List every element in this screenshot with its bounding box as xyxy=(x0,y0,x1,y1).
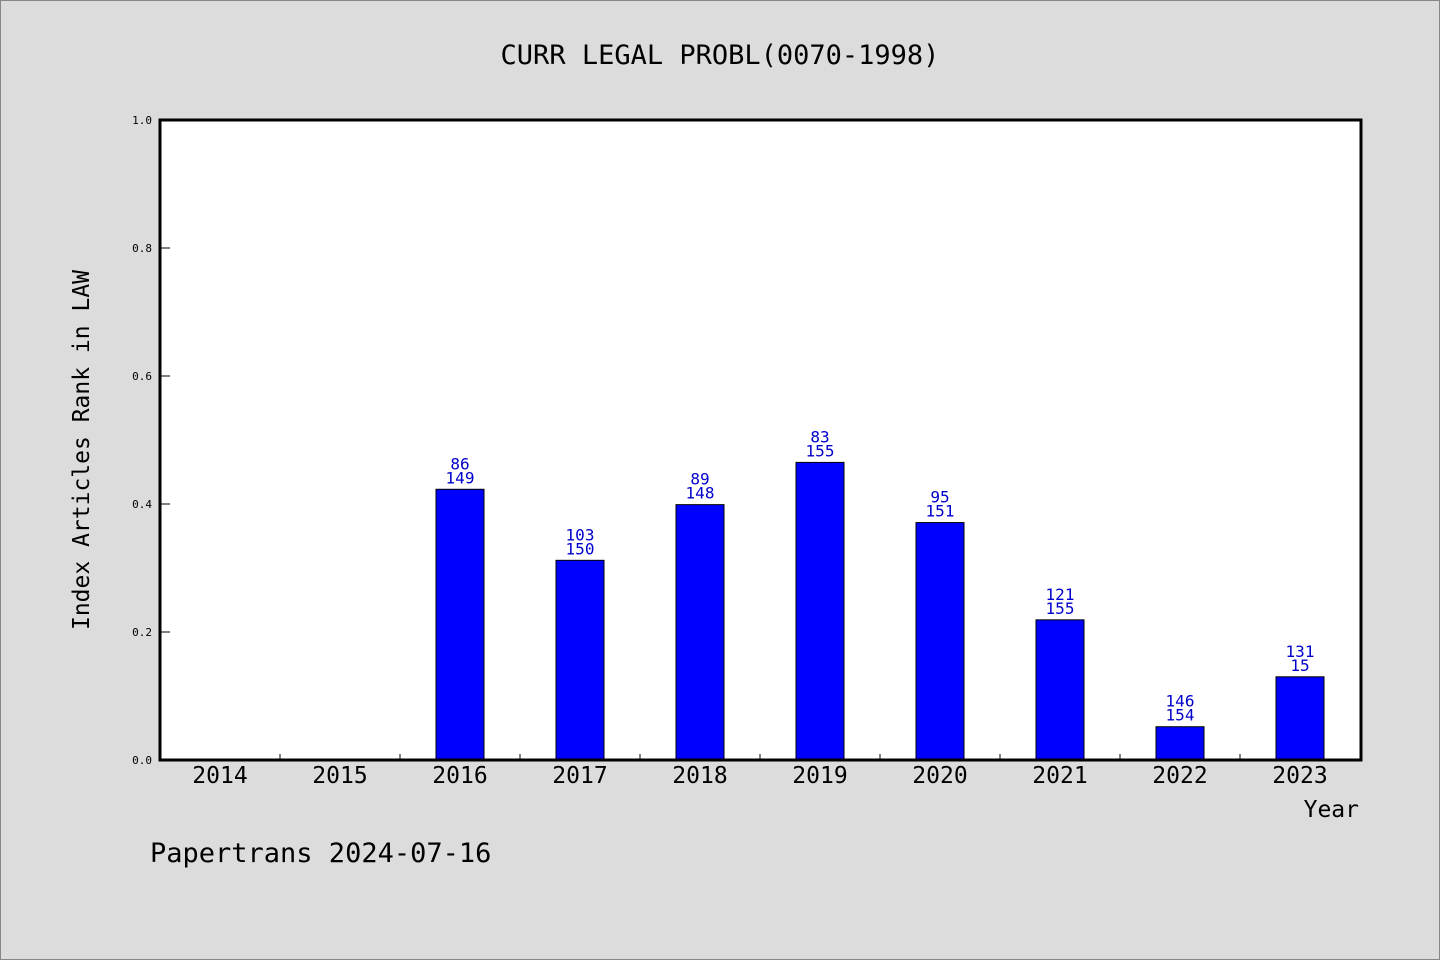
footer-credit: Papertrans 2024-07-16 xyxy=(150,838,491,869)
x-tick-label-2017: 2017 xyxy=(552,763,607,789)
x-tick-labels: 2014 2015 2016 2017 2018 2019 2020 2021 2022 2023 xyxy=(192,763,1327,789)
x-tick-label-2014: 2014 xyxy=(192,763,247,789)
data-label-top-2016: 86 xyxy=(450,454,469,473)
y-tick-label: 0.6 xyxy=(132,370,152,383)
data-label-bottom-2022: 154 xyxy=(1166,706,1195,725)
x-tick-label-2019: 2019 xyxy=(792,763,847,789)
data-label-bottom-2021: 155 xyxy=(1046,599,1075,618)
x-tick-label-2020: 2020 xyxy=(912,763,967,789)
data-label-top-2017: 103 xyxy=(566,525,595,544)
y-tick-label: 0.8 xyxy=(132,242,152,255)
chart-title: CURR LEGAL PROBL(0070-1998) xyxy=(501,40,940,71)
plot-frame xyxy=(158,118,1363,762)
bar-2016 xyxy=(435,488,485,761)
bar-2020 xyxy=(915,522,965,761)
y-tick-labels: 0.0 0.2 0.4 0.6 0.8 1.0 xyxy=(132,114,152,767)
bar-2019 xyxy=(795,461,845,761)
data-label-bottom-2018: 148 xyxy=(686,484,715,503)
y-tick-label: 0.2 xyxy=(132,626,152,639)
y-tick-label: 0.4 xyxy=(132,498,152,511)
data-label-top-2019: 83 xyxy=(810,427,829,446)
y-axis-label: Index Articles Rank in LAW xyxy=(69,270,95,630)
bar-2021 xyxy=(1035,619,1085,761)
y-tick-label: 1.0 xyxy=(132,114,152,127)
data-label-bottom-2023: 15 xyxy=(1290,656,1309,675)
data-label-bottom-2020: 151 xyxy=(926,502,955,521)
bar-2018 xyxy=(675,504,725,761)
y-tick-label: 0.0 xyxy=(132,754,152,767)
data-label-top-2020: 95 xyxy=(930,488,949,507)
data-label-top-2022: 146 xyxy=(1166,692,1195,711)
data-labels: 8614910315089148831559515112115514615413… xyxy=(446,427,1315,724)
data-label-top-2023: 131 xyxy=(1286,642,1315,661)
data-label-bottom-2016: 149 xyxy=(446,468,475,487)
data-label-top-2021: 121 xyxy=(1046,585,1075,604)
plot-area xyxy=(160,120,1361,760)
x-tick-label-2022: 2022 xyxy=(1152,763,1207,789)
bar-2017 xyxy=(555,559,605,761)
x-axis-label: Year xyxy=(1304,797,1359,823)
x-tick-label-2015: 2015 xyxy=(312,763,367,789)
bar-2023 xyxy=(1275,676,1325,761)
bar-2022 xyxy=(1155,726,1205,761)
bars xyxy=(435,461,1325,761)
data-label-bottom-2019: 155 xyxy=(806,441,835,460)
x-tick-label-2021: 2021 xyxy=(1032,763,1087,789)
data-label-bottom-2017: 150 xyxy=(566,539,595,558)
x-tick-label-2023: 2023 xyxy=(1272,763,1327,789)
x-tick-label-2016: 2016 xyxy=(432,763,487,789)
x-tick-label-2018: 2018 xyxy=(672,763,727,789)
data-label-top-2018: 89 xyxy=(690,470,709,489)
